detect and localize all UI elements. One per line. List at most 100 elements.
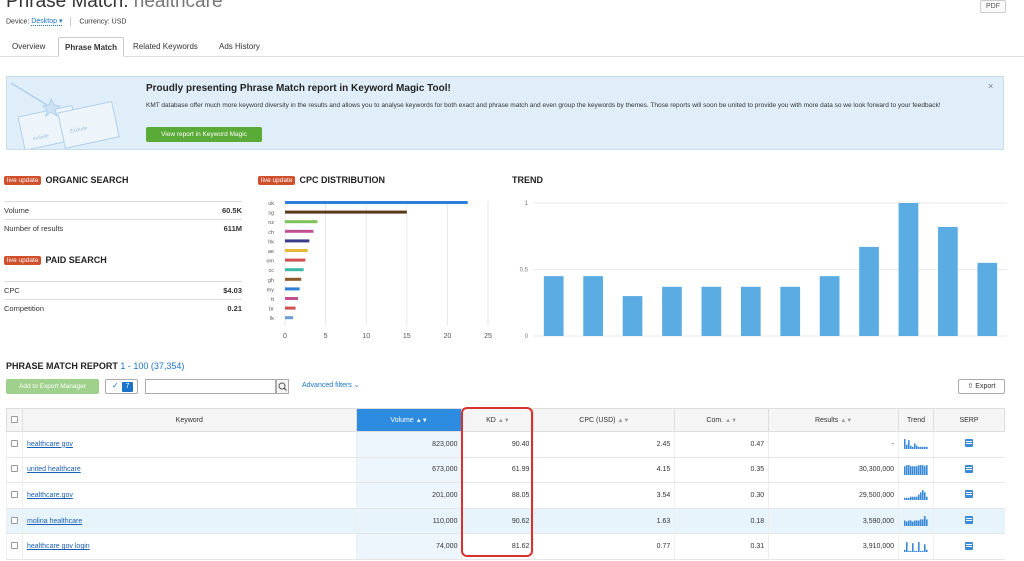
col-results[interactable]: Results ▲▼ — [768, 408, 900, 432]
add-to-export-manager-button[interactable]: Add to Export Manager — [6, 379, 99, 394]
tab-phrase-match[interactable]: Phrase Match — [58, 37, 125, 57]
cpc-bar — [285, 229, 314, 233]
trend-bar — [701, 286, 722, 336]
serp-icon[interactable] — [965, 516, 974, 525]
sparkline-bar — [920, 464, 922, 475]
col-kd-label: KD — [486, 416, 496, 424]
trend-bar — [662, 286, 682, 336]
col-volume-label: Volume — [390, 416, 414, 424]
keyword-cell: healthcare gov — [22, 431, 357, 458]
serp-icon[interactable] — [965, 439, 974, 448]
organic-results-row: Number of results 611M — [4, 219, 242, 237]
sparkline-bar — [918, 464, 920, 475]
filter-search-button[interactable] — [276, 379, 289, 394]
cpc-bar — [285, 287, 300, 291]
sparkline-bar — [916, 550, 918, 552]
cpc-cell: 2.45 — [533, 431, 675, 458]
pdf-button[interactable]: PDF — [980, 0, 1006, 13]
close-icon[interactable]: × — [988, 81, 994, 91]
sparkline-bar — [906, 541, 908, 552]
sparkline-bar — [922, 447, 924, 450]
keyword-link[interactable]: healthcare.gov — [27, 491, 73, 499]
banner-text: KMT database offer much more keyword div… — [146, 102, 941, 109]
x-tick-label: 25 — [484, 333, 492, 340]
trend-cell — [898, 533, 934, 560]
sparkline-bar — [916, 520, 918, 527]
serp-cell — [933, 482, 1005, 509]
y-category-label: sg — [268, 211, 274, 217]
table-header-row: Keyword Volume ▲▼ KD ▲▼ CPC (USD) ▲▼ Com. ▲▼… — [6, 408, 1005, 432]
sparkline-bar — [910, 497, 912, 501]
organic-volume-row: Volume 60.5K — [4, 201, 242, 219]
sparkline-bar — [910, 550, 912, 552]
serp-cell — [933, 508, 1005, 535]
tab-ads-history[interactable]: Ads History — [219, 42, 260, 51]
live-update-badge: live update — [4, 176, 42, 185]
select-all-checkbox[interactable] — [11, 415, 18, 423]
col-volume[interactable]: Volume ▲▼ — [355, 408, 463, 432]
serp-cell — [933, 533, 1005, 560]
tab-related-keywords[interactable]: Related Keywords — [133, 42, 198, 51]
volume-cell: 74,000 — [355, 533, 462, 560]
organic-title-text: ORGANIC SEARCH — [45, 175, 129, 185]
export-button[interactable]: ⇧ Export — [958, 379, 1005, 394]
keyword-link[interactable]: molina healthcare — [27, 517, 83, 525]
report-range: 1 - 100 (37,354) — [120, 361, 185, 371]
keyword-cell: molina healthcare — [22, 508, 357, 535]
trend-sparkline — [904, 541, 928, 552]
row-checkbox[interactable] — [11, 490, 18, 498]
y-category-label: lk — [270, 316, 274, 322]
row-checkbox[interactable] — [11, 516, 18, 524]
trend-sparkline — [904, 516, 928, 527]
table-row: molina healthcare 110,000 90.62 1.63 0.18 3,5… — [6, 508, 1005, 535]
col-results-label: Results — [814, 416, 839, 424]
selected-count: 7 — [122, 382, 133, 392]
filter-input[interactable] — [145, 379, 276, 394]
sparkline-bar — [914, 443, 916, 450]
serp-icon[interactable] — [965, 490, 974, 499]
keyword-link[interactable]: healthcare gov — [27, 440, 73, 448]
y-tick-label: 1 — [525, 201, 529, 207]
row-checkbox[interactable] — [11, 465, 18, 473]
keyword-cell: healthcare.gov — [22, 482, 357, 509]
keyword-link[interactable]: united healthcare — [27, 466, 81, 474]
com-cell: 0.35 — [674, 457, 769, 484]
volume-cell: 110,000 — [355, 508, 462, 535]
trend-bar — [780, 286, 801, 336]
x-tick-label: 0 — [283, 333, 287, 340]
sparkline-bar — [918, 494, 920, 501]
sparkline-bar — [916, 466, 918, 475]
device-selector[interactable]: Desktop ▾ — [31, 18, 63, 27]
view-keyword-magic-button[interactable]: View report in Keyword Magic — [146, 127, 262, 142]
sort-icon: ▲▼ — [415, 417, 428, 424]
advanced-filters-label: Advanced filters — [302, 382, 352, 389]
selected-keywords-button[interactable]: ✓ 7 — [105, 379, 138, 394]
com-cell: 0.47 — [674, 431, 769, 458]
row-select-cell — [6, 457, 23, 484]
serp-icon[interactable] — [965, 464, 974, 473]
tab-overview[interactable]: Overview — [12, 42, 46, 51]
trend-cell — [898, 457, 934, 484]
chevron-down-icon: ⌄ — [353, 382, 360, 389]
y-category-label: ch — [268, 230, 274, 236]
cpc-cell: 1.63 — [533, 508, 675, 535]
keyword-cell: healthcare gov login — [22, 533, 357, 560]
col-kd[interactable]: KD ▲▼ — [461, 408, 535, 432]
trend-cell — [898, 482, 934, 509]
sparkline-bar — [910, 466, 912, 475]
com-cell: 0.30 — [674, 482, 769, 509]
y-category-label: nz — [268, 220, 274, 226]
col-cpc[interactable]: CPC (USD) ▲▼ — [533, 408, 676, 432]
row-checkbox[interactable] — [11, 542, 18, 550]
row-select-cell — [6, 508, 23, 535]
sparkline-bar — [918, 520, 920, 527]
row-checkbox[interactable] — [11, 439, 18, 447]
col-keyword[interactable]: Keyword — [22, 408, 357, 432]
y-tick-label: 0.5 — [520, 268, 529, 274]
serp-icon[interactable] — [965, 541, 974, 550]
cpc-bar — [285, 277, 302, 281]
advanced-filters-toggle[interactable]: Advanced filters ⌄ — [302, 381, 360, 389]
search-icon — [278, 382, 287, 391]
keyword-link[interactable]: healthcare gov login — [27, 543, 90, 551]
col-com[interactable]: Com. ▲▼ — [674, 408, 770, 432]
